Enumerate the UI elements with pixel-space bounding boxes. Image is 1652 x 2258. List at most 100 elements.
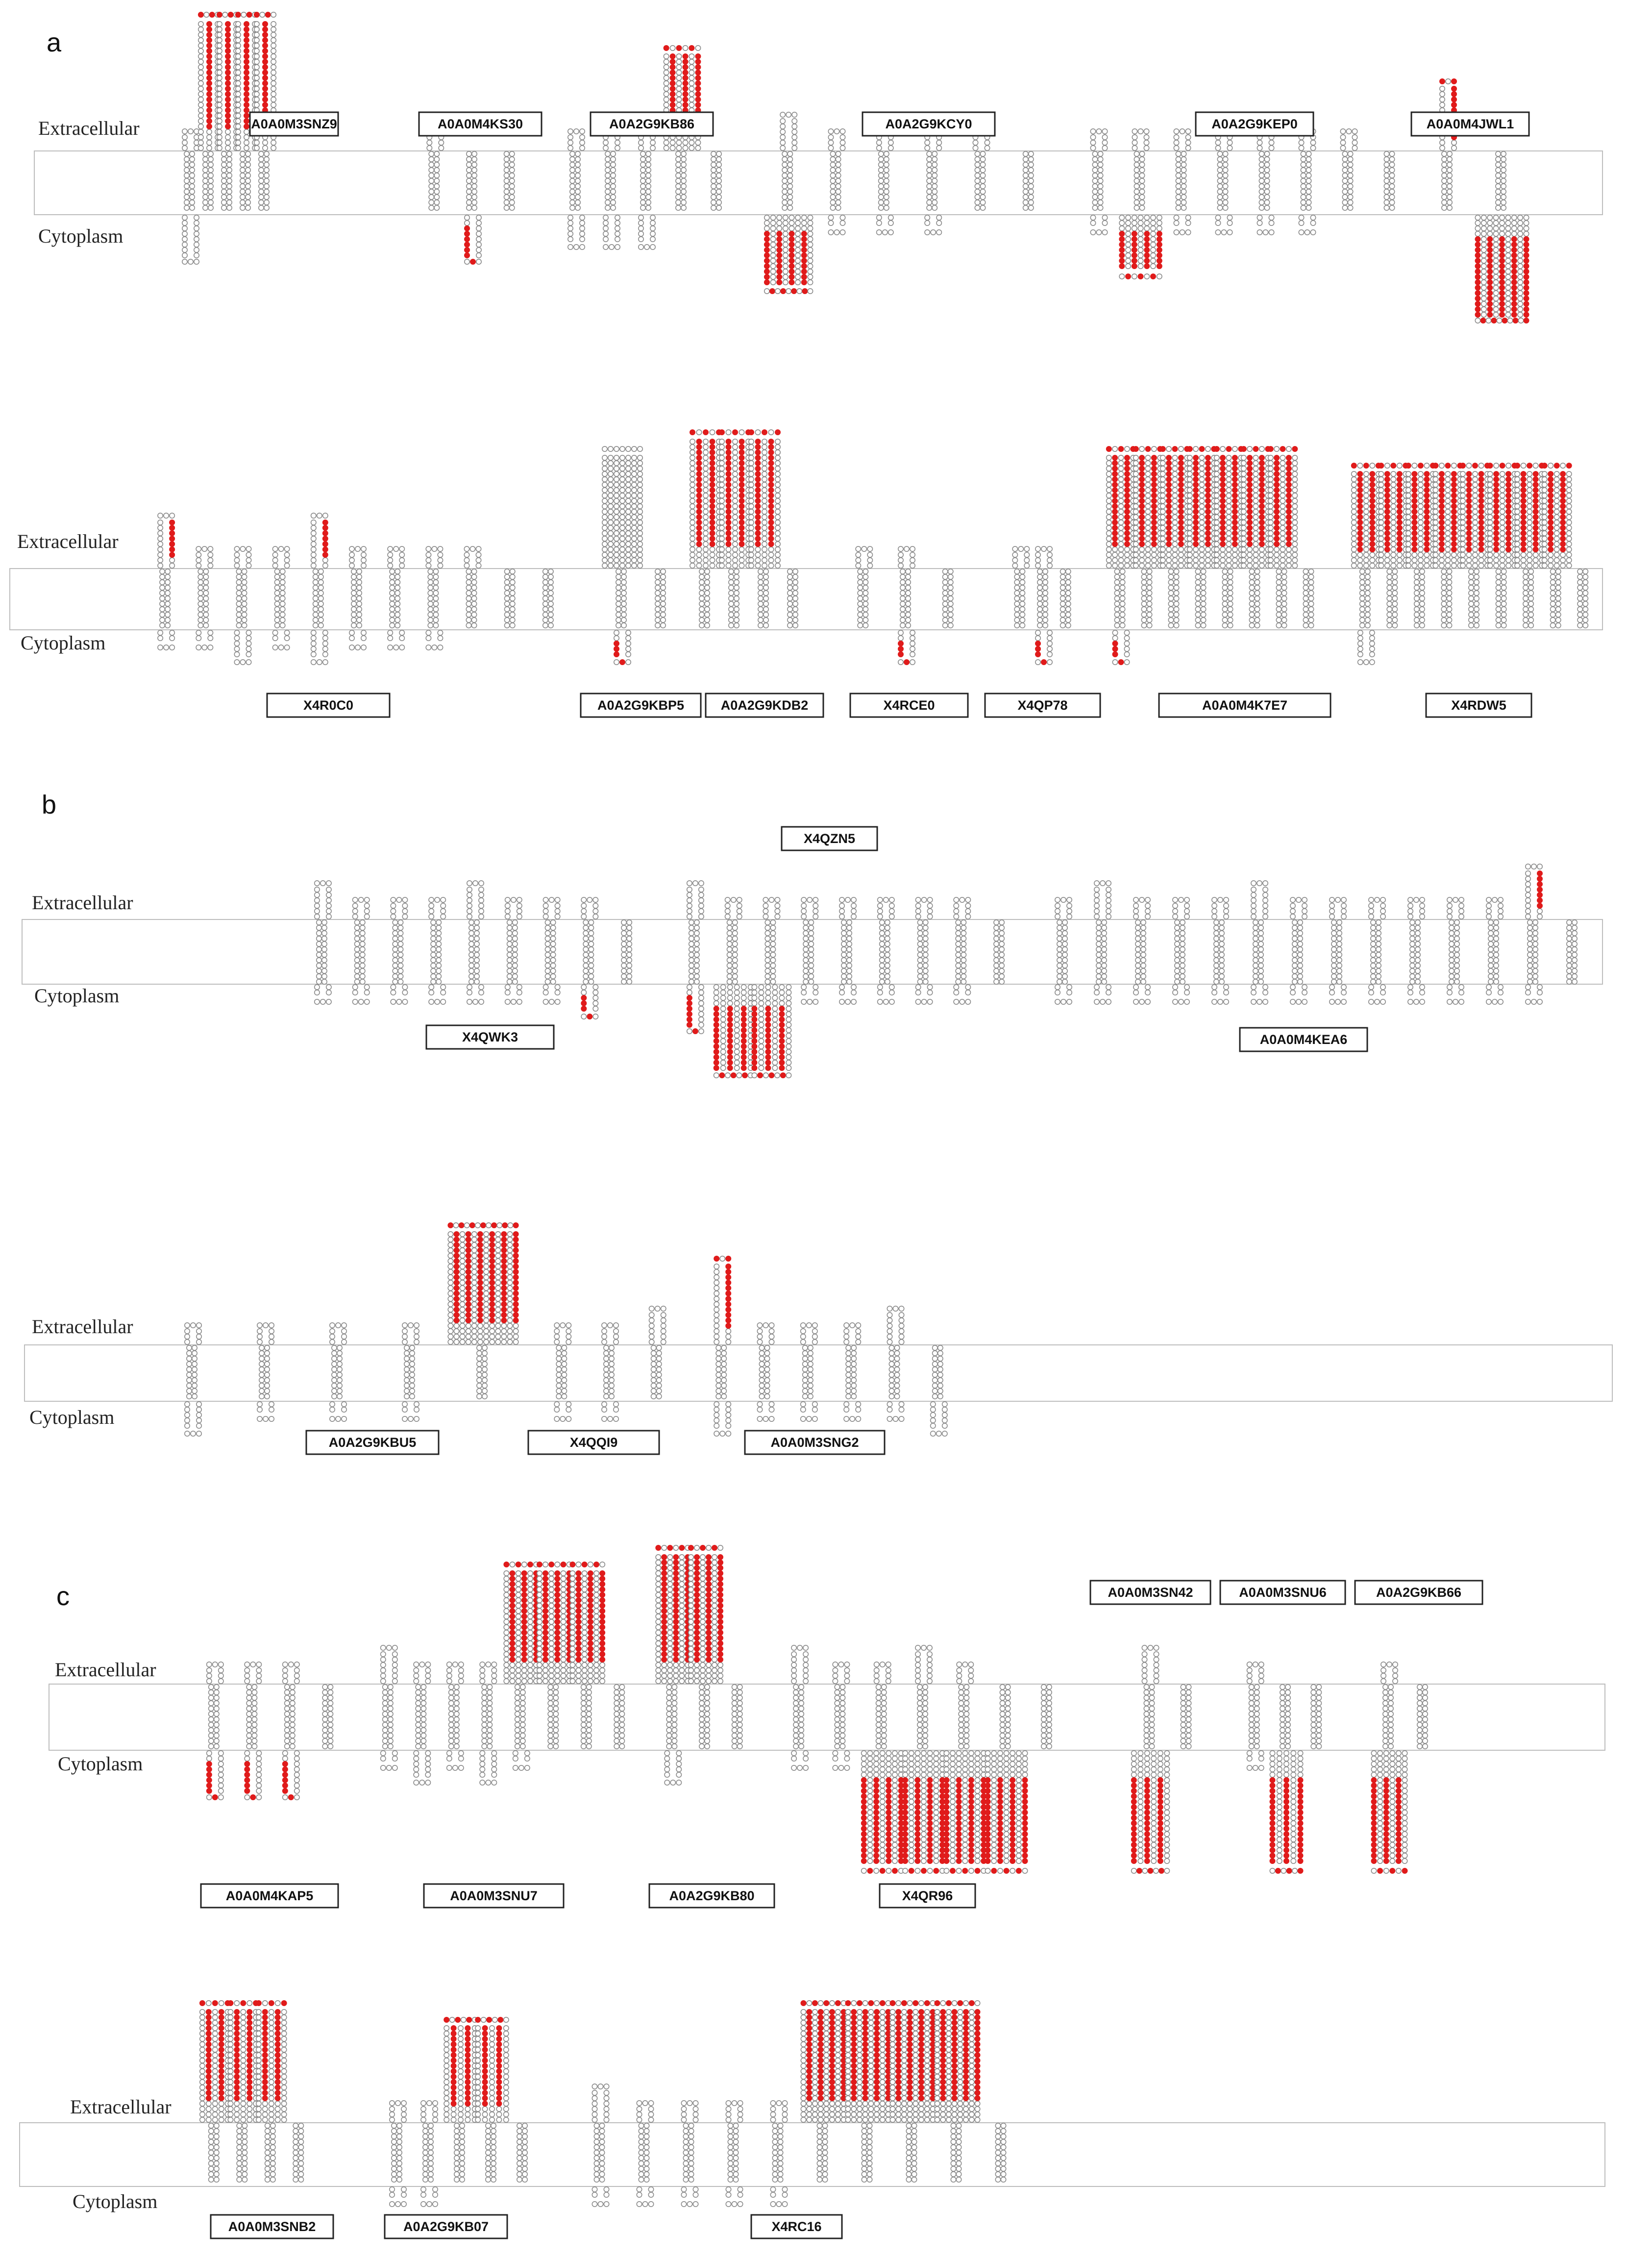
residue (807, 241, 814, 248)
residue (350, 569, 357, 575)
residue (619, 509, 626, 515)
residue (830, 194, 836, 200)
residue (207, 204, 214, 211)
residue-highlight (768, 438, 774, 445)
residue (1292, 503, 1298, 510)
residue (1390, 563, 1397, 569)
residue (650, 236, 656, 242)
residue (1460, 514, 1466, 521)
residue (542, 585, 548, 591)
residue (762, 492, 768, 498)
residue (426, 139, 433, 146)
residue (1217, 199, 1223, 205)
residue-highlight (739, 492, 745, 498)
residue (1306, 172, 1312, 178)
residue (1090, 134, 1096, 140)
residue (1264, 161, 1270, 168)
residue (187, 258, 194, 265)
residue (942, 574, 948, 580)
residue (322, 635, 328, 642)
residue (207, 183, 214, 189)
residue (631, 503, 638, 510)
residue (1460, 471, 1466, 477)
residue (207, 630, 214, 636)
residue (621, 590, 627, 596)
residue (1037, 579, 1043, 586)
residue (1517, 236, 1524, 242)
residue (1357, 635, 1363, 642)
protein-label-box (580, 693, 702, 718)
extracellular-loop (828, 128, 846, 151)
residue (1493, 225, 1499, 231)
residue (1199, 525, 1205, 531)
residue (791, 112, 798, 118)
residue (650, 230, 656, 237)
protein-label: A0A0M4KS30 (418, 111, 542, 137)
tm-helix (1441, 569, 1453, 629)
residue-highlight (224, 124, 231, 130)
residue (466, 601, 472, 607)
residue (1424, 563, 1430, 569)
residue (711, 167, 717, 173)
residue (157, 525, 164, 531)
residue-highlight (1396, 525, 1403, 531)
residue (1432, 546, 1439, 553)
residue (748, 557, 755, 564)
residue-highlight (224, 113, 231, 119)
residue-highlight (1119, 252, 1125, 258)
residue (763, 596, 769, 602)
residue (1012, 546, 1018, 552)
residue (1505, 263, 1511, 269)
residue (262, 139, 268, 146)
residue (1487, 520, 1493, 526)
residue (1172, 471, 1178, 477)
residue-highlight (1205, 514, 1211, 521)
residue (399, 645, 405, 651)
residue (719, 460, 725, 466)
residue-highlight (1178, 520, 1184, 526)
residue-highlight (1369, 481, 1376, 488)
residue-highlight (1124, 536, 1130, 542)
residue-highlight (1144, 247, 1150, 253)
residue (1369, 635, 1375, 642)
residue (1495, 172, 1502, 178)
residue (1047, 659, 1053, 666)
residue (1022, 161, 1029, 168)
residue (241, 596, 247, 602)
residue (1151, 557, 1157, 564)
residue (579, 214, 586, 221)
residue-highlight (1511, 263, 1517, 269)
residue (1474, 617, 1480, 623)
residue (1226, 541, 1232, 547)
residue (1276, 606, 1282, 613)
residue (605, 156, 611, 162)
residue (1308, 569, 1314, 575)
residue (579, 139, 586, 146)
residue-highlight (1475, 263, 1481, 269)
residue-highlight (1119, 241, 1125, 248)
residue (1357, 462, 1363, 469)
residue (1173, 606, 1180, 613)
residue (1185, 139, 1191, 146)
residue (1281, 590, 1287, 596)
residue (1405, 536, 1411, 542)
residue (905, 574, 912, 580)
residue (1359, 612, 1365, 618)
residue (603, 230, 609, 237)
residue (660, 622, 666, 629)
residue (1200, 617, 1207, 623)
residue (830, 199, 836, 205)
residue-highlight (224, 53, 231, 60)
residue-highlight (776, 241, 783, 248)
residue (1405, 552, 1411, 558)
residue (1310, 139, 1316, 146)
residue (675, 172, 682, 178)
residue (1514, 514, 1521, 521)
residue-highlight (1523, 295, 1529, 301)
residue (1281, 622, 1287, 629)
residue (197, 86, 204, 92)
residue (1472, 471, 1479, 477)
residue (350, 601, 357, 607)
residue (792, 612, 799, 618)
residue (1014, 596, 1020, 602)
